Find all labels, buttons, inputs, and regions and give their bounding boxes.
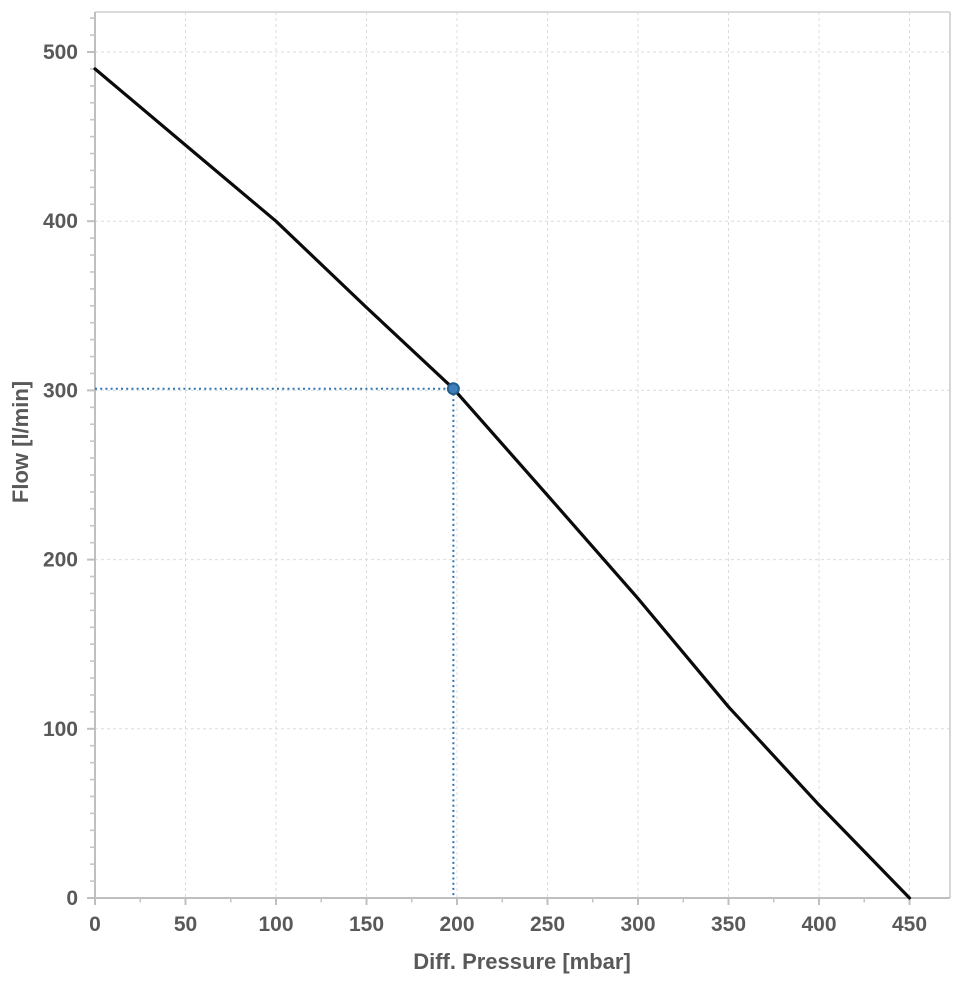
operating-point-marker xyxy=(446,382,460,396)
y-tick-label: 0 xyxy=(66,887,78,910)
y-tick-label: 400 xyxy=(43,210,78,233)
x-tick-label: 50 xyxy=(174,913,197,936)
y-tick-label: 100 xyxy=(43,718,78,741)
x-tick-label: 400 xyxy=(801,913,836,936)
x-tick-label: 0 xyxy=(89,913,101,936)
y-tick-label: 300 xyxy=(43,379,78,402)
gridlines xyxy=(95,12,950,898)
plot-area-border xyxy=(95,11,951,898)
x-tick-label: 100 xyxy=(258,913,293,936)
y-axis-title: Flow [l/min] xyxy=(8,381,33,503)
series-path-flow-vs-diff-pressure xyxy=(93,67,912,900)
axis-ticks xyxy=(87,17,911,905)
x-tick-label: 350 xyxy=(711,913,746,936)
x-tick-label: 450 xyxy=(892,913,927,936)
x-tick-label: 300 xyxy=(620,913,655,936)
axis-tick-labels: 0 50 100 150 200 250 300 350 400 450 0 100 200 300 400… xyxy=(43,41,927,936)
operating-point-annotation xyxy=(95,382,460,898)
x-tick-label: 150 xyxy=(349,913,384,936)
y-tick-label: 200 xyxy=(43,549,78,572)
flow-curve xyxy=(93,67,912,900)
axes xyxy=(94,12,950,899)
x-tick-label: 200 xyxy=(439,913,474,936)
y-tick-label: 500 xyxy=(43,41,78,64)
x-tick-label: 250 xyxy=(530,913,565,936)
x-axis-title: Diff. Pressure [mbar] xyxy=(413,949,631,974)
